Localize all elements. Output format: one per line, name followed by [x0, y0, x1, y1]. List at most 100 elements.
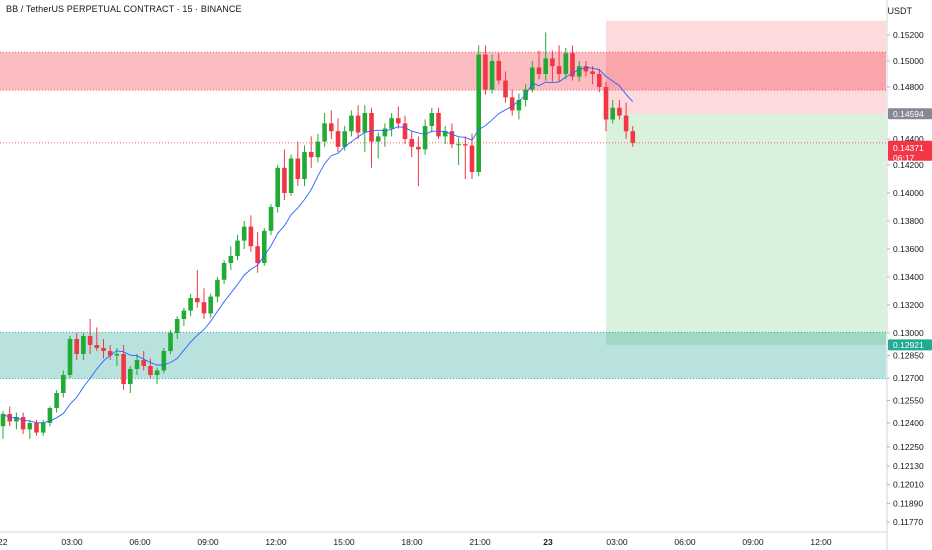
candle-body: [128, 369, 133, 384]
moving-average-line: [2, 67, 634, 424]
candle-body: [282, 167, 287, 193]
candle-body: [396, 118, 401, 124]
candle-body: [54, 393, 59, 408]
price-label-last-countdown: 06:17: [893, 153, 915, 163]
candle: [141, 351, 146, 371]
candle-body: [382, 128, 388, 137]
candle-body: [295, 158, 301, 179]
candle-body: [355, 115, 361, 133]
candle: [623, 102, 629, 139]
price-tick-label: 0.14000: [893, 188, 924, 198]
candle: [576, 61, 582, 82]
candle: [101, 339, 106, 359]
candle-body: [255, 246, 260, 263]
candle: [161, 348, 167, 374]
candle: [282, 149, 287, 200]
candle-body: [34, 423, 39, 433]
candle: [255, 232, 260, 273]
price-tick-label: 0.12550: [893, 396, 924, 406]
candle: [349, 110, 354, 137]
candle-body: [148, 366, 153, 375]
candle: [503, 71, 508, 103]
candle: [94, 327, 100, 351]
price-tick-label: 0.14800: [893, 82, 924, 92]
candle: [288, 154, 294, 196]
candle-body: [154, 370, 160, 375]
price-tick-label: 0.11890: [893, 498, 923, 508]
candle: [362, 105, 368, 152]
candle: [449, 123, 455, 149]
time-tick-label: 03:00: [606, 537, 628, 547]
candle: [168, 330, 173, 354]
candle-body: [61, 375, 66, 393]
candle: [463, 136, 468, 179]
candle: [221, 260, 227, 284]
candle-body: [201, 302, 207, 314]
candle-body: [509, 97, 515, 111]
candle: [375, 132, 381, 159]
candle-body: [422, 126, 428, 150]
candle-body: [221, 263, 227, 280]
candle-body: [409, 139, 414, 147]
candle-body: [87, 336, 93, 345]
candle: [275, 165, 280, 213]
candle: [87, 319, 93, 354]
candle-body: [496, 61, 502, 81]
candle: [429, 107, 435, 133]
candle: [315, 133, 321, 163]
candle: [369, 107, 374, 168]
time-tick-label: 06:00: [674, 537, 696, 547]
candle: [208, 293, 213, 318]
candle: [134, 354, 140, 375]
candle: [355, 105, 361, 139]
candle-body: [603, 87, 609, 120]
price-tick-label: 0.12850: [893, 351, 924, 361]
chart-title: BB / TetherUS PERPETUAL CONTRACT · 15 · …: [6, 4, 242, 14]
candle-body: [349, 115, 354, 132]
candle-body: [536, 67, 542, 74]
candle-body: [416, 146, 421, 150]
candle: [422, 119, 428, 155]
candle-body: [168, 333, 173, 351]
candle-body: [610, 107, 615, 120]
candle: [188, 293, 193, 317]
price-tick-label: 0.15200: [893, 30, 924, 40]
candle-body: [456, 144, 461, 146]
candle-body: [335, 131, 341, 147]
candle-body: [469, 145, 475, 172]
position-target-area: [606, 113, 886, 345]
candle: [201, 288, 207, 319]
price-label-target: [888, 339, 932, 351]
candle-body: [114, 354, 120, 356]
candle: [81, 333, 86, 360]
candle-body: [81, 336, 86, 354]
price-tick-label: 0.12400: [893, 418, 924, 428]
candle: [228, 246, 234, 270]
candle-body: [121, 354, 126, 384]
candle-body: [174, 319, 180, 333]
price-tick-label: 0.12010: [893, 480, 924, 490]
candle-body: [489, 61, 495, 90]
candle: [148, 358, 153, 378]
candle-body: [315, 141, 321, 158]
time-tick-label: 09:00: [197, 537, 219, 547]
candle: [436, 107, 441, 139]
candle: [550, 50, 555, 82]
price-tick-label: 0.13400: [893, 272, 924, 282]
candle-body: [208, 296, 213, 314]
candle-body: [101, 348, 106, 351]
candle-body: [483, 54, 488, 90]
candle-body: [141, 360, 146, 366]
candle: [248, 215, 254, 252]
candle: [20, 412, 26, 435]
candle-body: [241, 226, 247, 241]
candle-body: [134, 360, 140, 369]
candle-body: [342, 131, 347, 147]
time-tick-label: 06:00: [129, 537, 151, 547]
candle: [0, 411, 6, 439]
candle: [442, 126, 448, 145]
candle-body: [530, 67, 535, 90]
candle: [121, 345, 126, 390]
candle-body: [463, 144, 468, 146]
